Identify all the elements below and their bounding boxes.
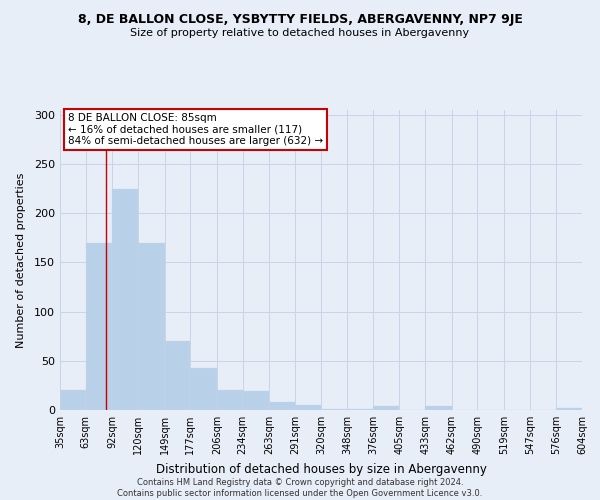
Bar [242, 392, 269, 410]
Bar [190, 368, 217, 410]
Bar [347, 409, 373, 410]
Text: Contains HM Land Registry data © Crown copyright and database right 2024.
Contai: Contains HM Land Registry data © Crown c… [118, 478, 482, 498]
Text: Size of property relative to detached houses in Abergavenny: Size of property relative to detached ho… [130, 28, 470, 38]
X-axis label: Distribution of detached houses by size in Abergavenny: Distribution of detached houses by size … [155, 462, 487, 475]
Bar [556, 408, 582, 410]
Bar [164, 341, 190, 410]
Text: 8, DE BALLON CLOSE, YSBYTTY FIELDS, ABERGAVENNY, NP7 9JE: 8, DE BALLON CLOSE, YSBYTTY FIELDS, ABER… [77, 12, 523, 26]
Bar [269, 402, 295, 410]
Bar [112, 188, 138, 410]
Bar [295, 405, 322, 410]
Bar [322, 409, 347, 410]
Bar [138, 243, 164, 410]
Bar [86, 243, 112, 410]
Text: 8 DE BALLON CLOSE: 85sqm
← 16% of detached houses are smaller (117)
84% of semi-: 8 DE BALLON CLOSE: 85sqm ← 16% of detach… [68, 113, 323, 146]
Bar [425, 406, 452, 410]
Bar [373, 406, 400, 410]
Bar [60, 390, 86, 410]
Bar [217, 390, 242, 410]
Y-axis label: Number of detached properties: Number of detached properties [16, 172, 26, 348]
